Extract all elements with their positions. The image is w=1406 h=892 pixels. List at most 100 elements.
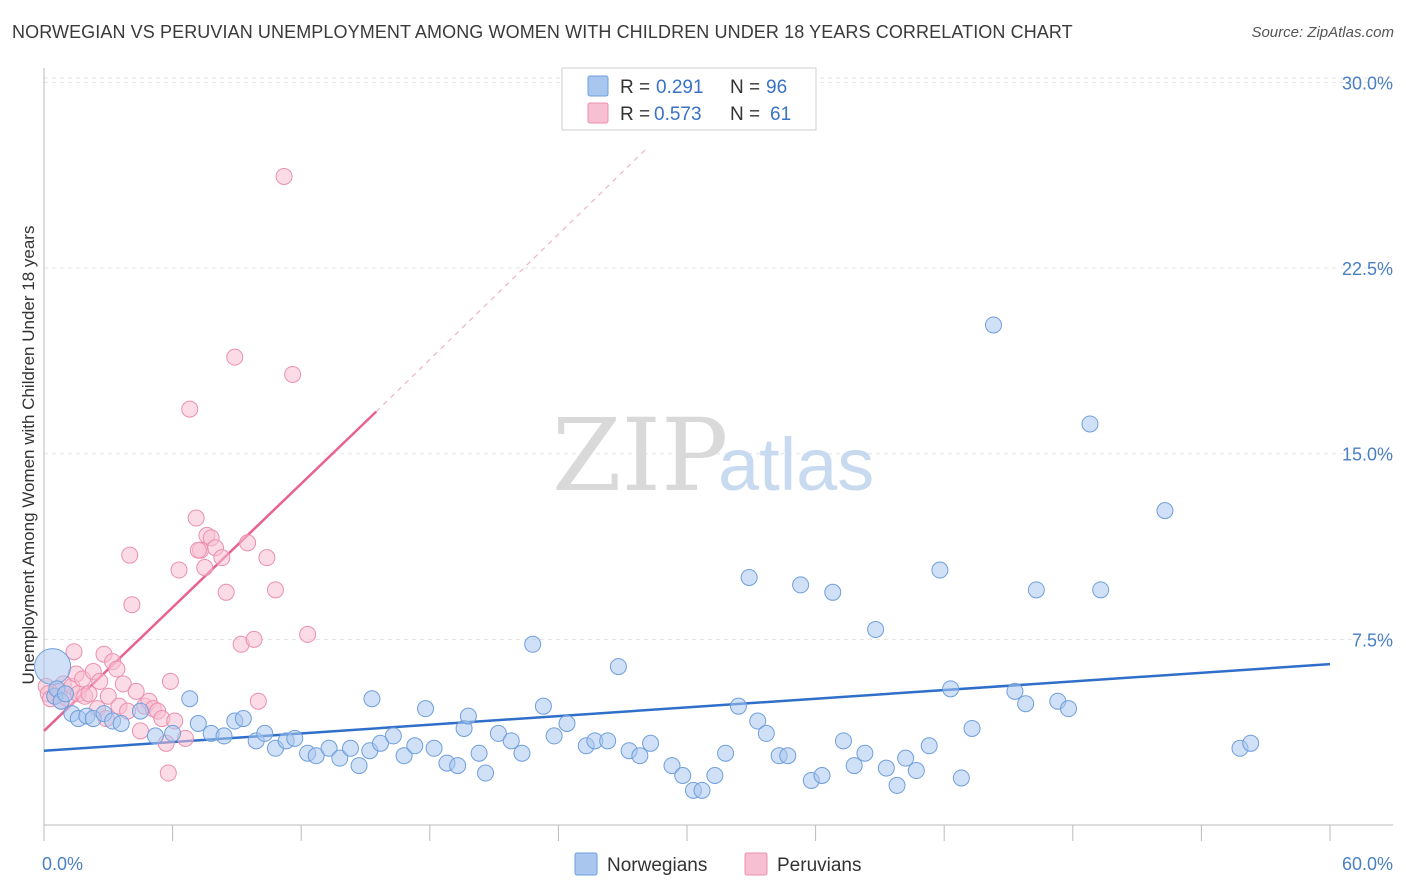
- x-tick-label-max: 60.0%: [1342, 854, 1393, 874]
- norwegians-point: [286, 729, 304, 747]
- norwegians-point: [215, 727, 233, 745]
- norwegians-point: [406, 737, 424, 755]
- norwegians-point: [417, 700, 435, 718]
- norwegians-point: [642, 734, 660, 752]
- norwegians-point: [757, 724, 775, 742]
- norwegians-point: [534, 697, 552, 715]
- norwegians-point: [189, 715, 207, 733]
- norwegians-point: [513, 744, 531, 762]
- bottom-legend-norwegians: Norwegians: [607, 855, 707, 876]
- peruvians-point: [65, 643, 83, 661]
- norwegians-point: [384, 727, 402, 745]
- legend-r-value-peruvians: 0.573: [654, 104, 702, 125]
- peruvians-point: [266, 581, 284, 599]
- norwegians-point: [599, 732, 617, 750]
- norwegians-point: [341, 739, 359, 757]
- correlation-legend: R = 0.291 N = 96 R = 0.573 N = 61: [561, 67, 817, 131]
- norwegians-point: [867, 620, 885, 638]
- peruvians-point: [170, 561, 188, 579]
- legend-r-label-norwegians: R =: [620, 77, 650, 98]
- norwegians-point: [131, 702, 149, 720]
- peruvians-point: [196, 559, 214, 577]
- norwegians-point: [907, 762, 925, 780]
- peruvians-point: [189, 541, 207, 559]
- norwegians-point: [856, 744, 874, 762]
- peruvians-point: [127, 682, 145, 700]
- norwegians-point: [984, 316, 1002, 334]
- norwegians-point: [112, 715, 130, 733]
- peruvians-point: [121, 546, 139, 564]
- peruvians-point: [239, 534, 257, 552]
- norwegians-point: [470, 744, 488, 762]
- norwegians-point: [963, 719, 981, 737]
- peruvians-point: [284, 365, 302, 383]
- y-tick-label-1: 15.0%: [1342, 445, 1393, 465]
- norwegians-point: [545, 727, 563, 745]
- peruvians-point: [217, 583, 235, 601]
- norwegians-point: [459, 707, 477, 725]
- norwegians-point: [256, 724, 274, 742]
- source-label: Source: ZipAtlas.com: [1251, 24, 1394, 41]
- norwegians-point: [834, 732, 852, 750]
- watermark-zip: ZIP: [552, 397, 728, 514]
- norwegians-point: [792, 576, 810, 594]
- norwegians-point: [449, 757, 467, 775]
- legend-swatch-peruvians: [587, 102, 609, 124]
- norwegians-point: [888, 776, 906, 794]
- norwegians-point: [845, 757, 863, 775]
- y-tick-label-3: 30.0%: [1342, 73, 1393, 93]
- norwegians-point: [1006, 682, 1024, 700]
- peruvians-point: [159, 764, 177, 782]
- norwegians-point: [395, 747, 413, 765]
- norwegians-point: [1060, 700, 1078, 718]
- norwegians-point: [631, 747, 649, 765]
- norwegians-point: [307, 747, 325, 765]
- norwegians-point: [663, 757, 681, 775]
- norwegians-point: [234, 710, 252, 728]
- norwegians-point: [749, 712, 767, 730]
- peruvians-point: [131, 722, 149, 740]
- peruvians-point: [187, 509, 205, 527]
- norwegians-point: [1027, 581, 1045, 599]
- norwegians-point: [931, 561, 949, 579]
- tick-labels: 7.5% 15.0% 22.5% 30.0% 0.0% 60.0%: [42, 73, 1393, 874]
- norwegians-point: [779, 747, 797, 765]
- norwegians-point: [693, 781, 711, 799]
- peruvians-point: [114, 675, 132, 693]
- series-legend: Norwegians Peruvians: [574, 852, 862, 876]
- norwegians-point: [363, 690, 381, 708]
- norwegians-point: [824, 583, 842, 601]
- grid-lines: [44, 77, 1393, 640]
- norwegians-point: [609, 658, 627, 676]
- y-tick-label-2: 22.5%: [1342, 259, 1393, 279]
- norwegians-points: [34, 316, 1260, 799]
- norwegians-point: [558, 715, 576, 733]
- norwegians-point: [1081, 415, 1099, 433]
- bottom-legend-peruvians: Peruvians: [777, 855, 862, 876]
- norwegians-point: [425, 739, 443, 757]
- legend-r-label-peruvians: R =: [620, 104, 650, 125]
- peruvians-point: [80, 685, 98, 703]
- norwegians-point: [1017, 695, 1035, 713]
- legend-n-label-peruvians: N =: [730, 104, 760, 125]
- norwegians-point: [146, 727, 164, 745]
- norwegians-point: [942, 680, 960, 698]
- x-tick-label-min: 0.0%: [42, 854, 83, 874]
- watermark-atlas: atlas: [718, 423, 874, 506]
- norwegians-point: [524, 635, 542, 653]
- norwegians-point: [372, 734, 390, 752]
- peruvians-point: [99, 687, 117, 705]
- norwegians-point: [1242, 734, 1260, 752]
- norwegians-point: [34, 648, 72, 686]
- norwegians-point: [502, 732, 520, 750]
- peruvians-point: [181, 400, 199, 418]
- axes: [43, 68, 1393, 841]
- legend-r-value-norwegians: 0.291: [656, 77, 704, 98]
- norwegians-point: [674, 766, 692, 784]
- bottom-legend-swatch-norwegians: [574, 852, 598, 876]
- peruvians-point: [245, 630, 263, 648]
- norwegians-point: [477, 764, 495, 782]
- norwegians-point: [320, 739, 338, 757]
- norwegians-point: [1156, 502, 1174, 520]
